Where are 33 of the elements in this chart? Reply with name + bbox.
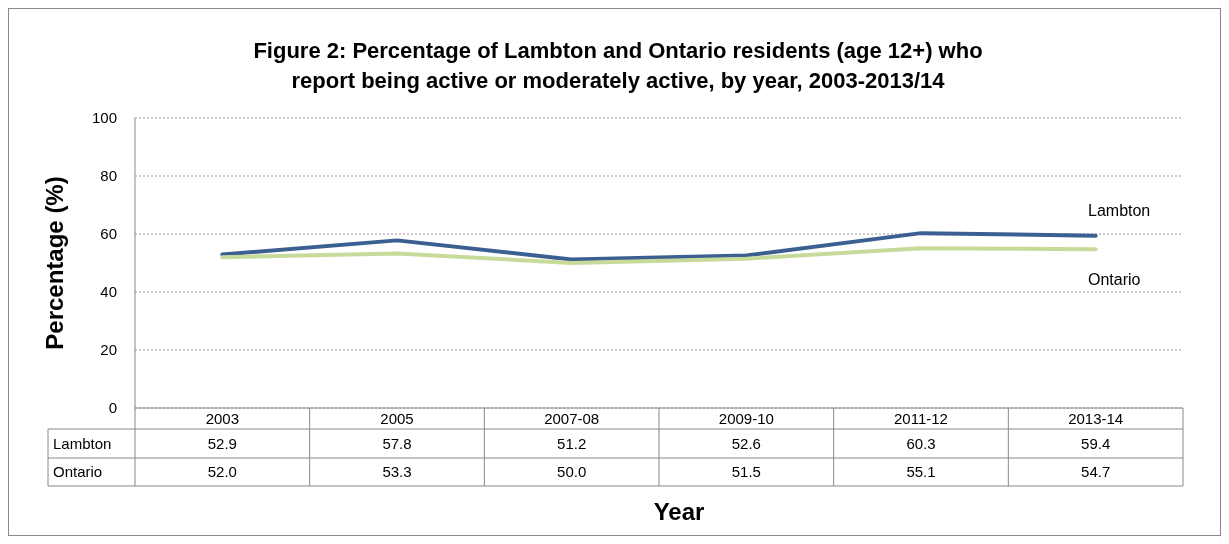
data-label: 52.0 xyxy=(207,463,237,480)
data-label: 59.4 xyxy=(1081,434,1111,452)
data-label: 53.3 xyxy=(382,463,412,480)
series-label: Lambton xyxy=(1088,201,1151,219)
y-tick-label: 0 xyxy=(108,399,117,416)
x-tick-label: 2009-10 xyxy=(718,410,774,427)
chart-title: Figure 2: Percentage of Lambton and Ontario residents (age 12+) who report being active or moderately active, by year, 2003-2013/14 xyxy=(253,38,983,93)
text: Lambton xyxy=(53,434,112,452)
data-label: 52.9 xyxy=(207,434,237,452)
y-tick-label: 40 xyxy=(100,283,117,300)
data-label: 60.3 xyxy=(906,434,936,452)
line-series xyxy=(220,231,1098,262)
x-axis-title: Year xyxy=(653,498,705,525)
data-label: 54.7 xyxy=(1081,463,1111,480)
data-label: 51.5 xyxy=(731,463,761,480)
x-tick-label: 2007-08 xyxy=(544,410,600,427)
text: Ontario xyxy=(53,463,103,480)
data-label: 52.6 xyxy=(731,434,761,452)
series-label: Ontario xyxy=(1088,271,1141,289)
x-tick-label: 2011-12 xyxy=(894,410,948,427)
y-tick-label: 20 xyxy=(100,341,117,358)
x-tick-label: 2003 xyxy=(205,410,240,427)
x-tick-label: 2005 xyxy=(380,410,414,427)
data-label: 51.2 xyxy=(557,434,587,452)
y-tick-label: 80 xyxy=(100,167,117,184)
data-label: 55.1 xyxy=(906,463,936,480)
line-series xyxy=(220,246,1098,265)
data-label: 50.0 xyxy=(557,463,587,480)
x-tick-label: 2013-14 xyxy=(1068,410,1124,427)
y-tick-label: 60 xyxy=(100,225,117,242)
y-axis-title: Percentage (%) xyxy=(41,176,68,350)
y-tick-label: 100 xyxy=(91,109,117,126)
data-label: 57.8 xyxy=(382,434,412,452)
